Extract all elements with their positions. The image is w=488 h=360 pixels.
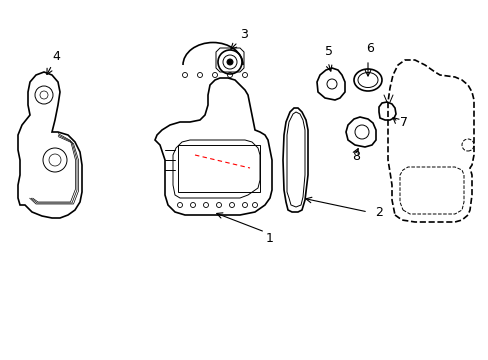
Text: 4: 4 [52, 50, 60, 63]
Text: 7: 7 [399, 116, 407, 129]
Text: 1: 1 [265, 231, 273, 244]
Circle shape [226, 59, 232, 65]
Text: 6: 6 [365, 42, 373, 55]
Text: 3: 3 [240, 28, 247, 41]
Text: 2: 2 [374, 206, 382, 219]
Text: 8: 8 [351, 150, 359, 163]
Text: 5: 5 [325, 45, 332, 58]
